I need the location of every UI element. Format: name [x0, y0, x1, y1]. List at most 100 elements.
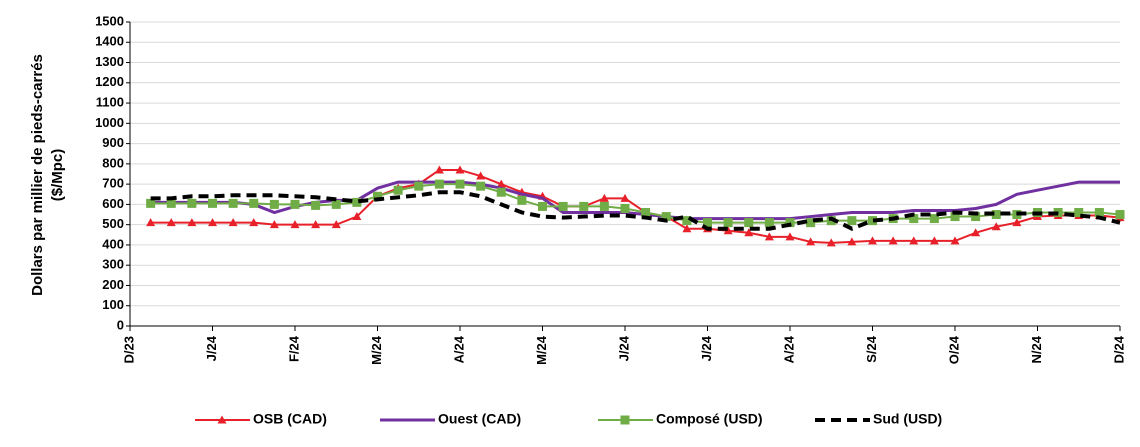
data-point [290, 199, 300, 209]
x-tick-label: M/24 [369, 335, 384, 365]
y-tick-label: 1000 [95, 115, 124, 130]
data-point [744, 228, 754, 237]
data-point [1012, 218, 1022, 227]
y-tick-label: 800 [102, 155, 124, 170]
data-point [599, 201, 609, 211]
legend-label: Composé (USD) [656, 411, 763, 427]
y-tick-label: 0 [117, 317, 124, 332]
data-point [641, 208, 651, 218]
data-point [249, 218, 259, 227]
data-point [682, 216, 692, 226]
data-point [517, 195, 527, 205]
data-point [187, 198, 197, 208]
data-point [1115, 210, 1125, 220]
data-point [269, 220, 279, 229]
x-tick-label: F/24 [286, 335, 301, 362]
legend-marker [620, 415, 630, 425]
y-tick-label: 1400 [95, 34, 124, 49]
data-point [352, 197, 362, 207]
y-tick-label: 400 [102, 236, 124, 251]
data-point [208, 198, 217, 208]
data-point [579, 201, 589, 211]
data-point [414, 181, 424, 191]
legend-marker [217, 415, 227, 424]
data-point [764, 218, 774, 228]
data-point [950, 212, 960, 222]
data-point [703, 218, 712, 228]
data-point [847, 216, 857, 226]
data-point [146, 218, 156, 227]
series-line [150, 190, 1121, 231]
data-point [971, 228, 981, 237]
series-line [150, 168, 1121, 244]
data-point [991, 210, 1001, 220]
y-axis-label: ($/Mpc) [49, 149, 66, 202]
data-point [723, 218, 733, 228]
x-tick-label: D/24 [1111, 335, 1126, 363]
data-point [311, 220, 321, 229]
data-point [434, 165, 444, 174]
data-point [187, 218, 197, 227]
y-tick-label: 300 [102, 257, 124, 272]
data-point [228, 198, 238, 208]
data-point [971, 212, 981, 222]
data-point [744, 218, 754, 228]
y-tick-label: 600 [102, 196, 124, 211]
data-point [950, 236, 960, 245]
data-point [434, 179, 444, 189]
x-tick-label: J/24 [616, 335, 631, 361]
data-point [352, 212, 362, 221]
x-tick-label: N/24 [1029, 335, 1044, 363]
x-tick-label: A/24 [781, 335, 796, 363]
data-point [166, 218, 176, 227]
y-tick-label: 1200 [95, 74, 124, 89]
data-point [331, 220, 341, 229]
data-point [764, 232, 774, 241]
data-point [476, 181, 486, 191]
data-point [723, 226, 733, 235]
x-tick-label: S/24 [864, 335, 879, 363]
y-axis-label: Dollars par millier de pieds-carrés [29, 54, 46, 296]
data-point [909, 236, 919, 245]
data-point [373, 191, 382, 201]
data-point [166, 198, 176, 208]
data-point [599, 193, 609, 202]
data-point [682, 224, 692, 233]
data-point [455, 179, 465, 189]
data-point [806, 218, 816, 228]
x-tick-label: M/24 [534, 335, 549, 365]
data-point [208, 218, 217, 227]
data-point [785, 232, 795, 241]
y-tick-label: 900 [102, 135, 124, 150]
data-point [393, 185, 403, 195]
data-point [620, 203, 630, 213]
data-point [476, 171, 486, 180]
data-point [1094, 208, 1104, 218]
data-point [929, 214, 939, 224]
data-point [929, 236, 939, 245]
y-tick-label: 1300 [95, 54, 124, 69]
legend-label: Ouest (CAD) [438, 411, 521, 427]
data-point [228, 218, 238, 227]
data-point [620, 193, 630, 202]
data-point [269, 199, 279, 209]
data-point [806, 237, 816, 246]
x-tick-label: A/24 [451, 335, 466, 363]
data-point [496, 187, 506, 197]
x-tick-label: D/23 [121, 336, 136, 363]
data-point [290, 220, 300, 229]
data-point [1074, 208, 1084, 218]
data-point [991, 222, 1001, 231]
data-point [661, 212, 671, 222]
y-tick-label: 1100 [96, 95, 124, 110]
data-point [868, 216, 877, 226]
x-tick-label: J/24 [204, 335, 219, 361]
data-point [538, 201, 547, 211]
data-point [249, 198, 259, 208]
x-tick-label: O/24 [946, 335, 961, 364]
y-tick-label: 100 [102, 297, 124, 312]
data-point [496, 179, 506, 188]
data-point [455, 165, 465, 174]
